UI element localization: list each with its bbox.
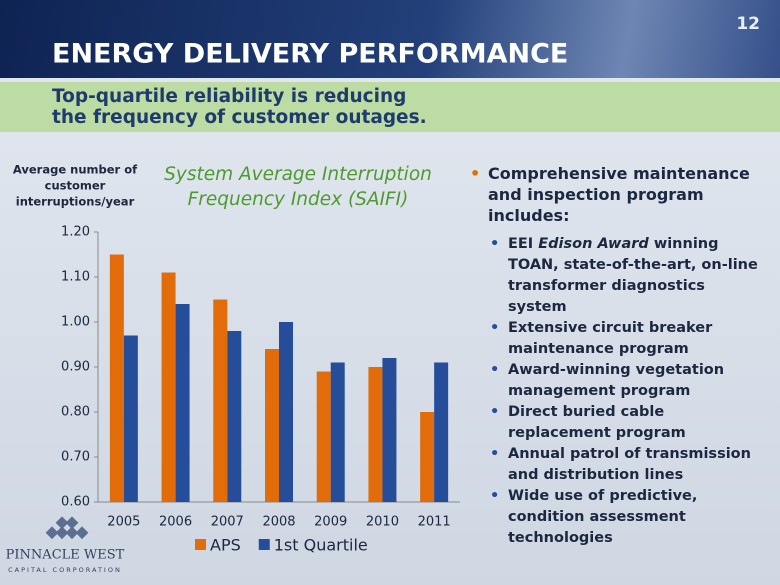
subtitle-band <box>0 82 780 132</box>
bar <box>265 349 279 502</box>
y-axis-label: Average number of <box>13 163 138 177</box>
y-tick-label: 0.90 <box>61 360 90 375</box>
x-tick-label: 2007 <box>211 515 244 530</box>
bar <box>161 272 176 502</box>
bar <box>175 304 190 502</box>
logo-mark <box>45 516 89 540</box>
bullet-text: Award-winning vegetation management prog… <box>508 362 725 399</box>
sub-bullet: Extensive circuit breaker maintenance pr… <box>490 318 768 360</box>
bar <box>368 367 383 502</box>
y-tick-label: 1.20 <box>61 225 90 240</box>
y-axis-label: interruptions/year <box>16 195 135 209</box>
x-tick-label: 2006 <box>159 515 192 530</box>
slide-title: ENERGY DELIVERY PERFORMANCE <box>52 39 568 70</box>
bar <box>227 331 242 502</box>
legend-label: APS <box>210 536 241 555</box>
x-tick-label: 2005 <box>107 515 140 530</box>
page-number: 12 <box>736 14 760 34</box>
sub-bullet: Direct buried cable replacement program <box>490 402 768 444</box>
sub-bullet: Annual patrol of transmission and distri… <box>490 444 768 486</box>
bullet-text: Direct buried cable replacement program <box>508 404 686 441</box>
bar <box>109 254 124 502</box>
legend-label: 1st Quartile <box>274 536 368 555</box>
bar <box>420 412 435 502</box>
bar <box>123 335 138 502</box>
header-band <box>0 0 780 78</box>
bullet-text: Wide use of predictive, condition assess… <box>508 488 698 546</box>
y-axis-label: customer <box>45 179 106 193</box>
bullet-text: Edison Award <box>538 236 649 252</box>
bullet-text: winning TOAN, state-of-the-art, on-line … <box>508 236 758 315</box>
bullet-text: Extensive circuit breaker maintenance pr… <box>508 320 713 357</box>
bullet-text: Annual patrol of transmission and distri… <box>508 446 751 483</box>
x-tick-label: 2010 <box>366 515 399 530</box>
chart-title: System Average Interruption <box>164 164 432 185</box>
bar <box>382 358 397 502</box>
sub-bullet: EEI Edison Award winning TOAN, state-of-… <box>490 234 768 318</box>
bar <box>330 362 345 502</box>
subtitle: the frequency of customer outages. <box>52 107 427 128</box>
bar <box>279 322 293 502</box>
bar <box>213 299 228 502</box>
y-tick-label: 0.80 <box>61 405 90 420</box>
x-tick-label: 2008 <box>262 515 295 530</box>
sub-bullet: Wide use of predictive, condition assess… <box>490 486 768 549</box>
legend-swatch <box>195 539 206 550</box>
legend-swatch <box>258 539 270 550</box>
y-tick-label: 1.10 <box>61 270 90 285</box>
bullet-list: Comprehensive maintenance and inspection… <box>468 163 768 549</box>
bullet-main: Comprehensive maintenance and inspection… <box>468 163 768 226</box>
x-tick-label: 2011 <box>418 515 451 530</box>
sub-bullet: Award-winning vegetation management prog… <box>490 360 768 402</box>
bar <box>434 362 449 502</box>
logo-name: PINNACLE WEST <box>6 548 125 563</box>
sub-bullets: EEI Edison Award winning TOAN, state-of-… <box>468 234 768 549</box>
chart-title: Frequency Index (SAIFI) <box>188 189 409 210</box>
logo-tagline: CAPITAL CORPORATION <box>8 566 122 574</box>
y-tick-label: 1.00 <box>61 315 90 330</box>
subtitle: Top-quartile reliability is reducing <box>52 86 406 107</box>
y-tick-label: 0.60 <box>61 495 90 510</box>
bar <box>316 371 331 502</box>
y-tick-label: 0.70 <box>61 450 90 465</box>
x-tick-label: 2009 <box>314 515 347 530</box>
bullet-text: EEI <box>508 236 539 252</box>
